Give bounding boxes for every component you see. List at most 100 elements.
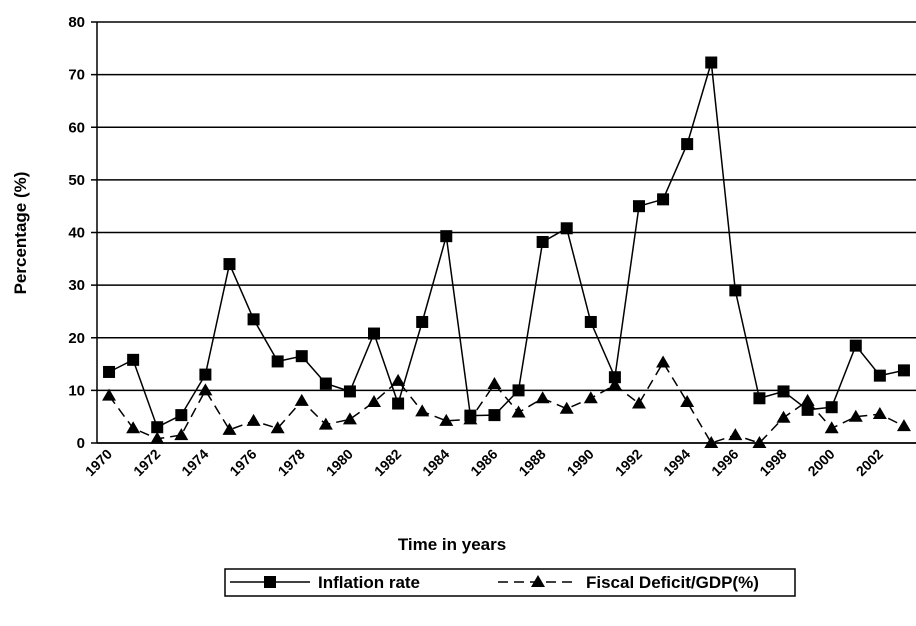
marker [151, 421, 164, 434]
marker [487, 377, 502, 390]
marker [270, 421, 285, 434]
x-tick-label: 1980 [323, 446, 356, 479]
x-tick-label: 1990 [564, 446, 597, 479]
marker [294, 393, 309, 406]
marker [896, 419, 911, 432]
marker [801, 403, 814, 416]
marker [535, 391, 550, 404]
marker [102, 388, 117, 401]
marker [368, 327, 381, 340]
legend-marker [531, 575, 545, 587]
x-tick-label: 2000 [804, 446, 837, 479]
y-tick-label: 60 [68, 119, 85, 136]
marker [607, 378, 622, 391]
marker [511, 405, 526, 418]
marker [825, 401, 838, 414]
x-tick-label: 1976 [226, 446, 259, 479]
x-tick-label: 1978 [275, 446, 308, 479]
marker [584, 315, 597, 328]
marker [657, 193, 670, 206]
marker [150, 431, 165, 444]
marker [295, 350, 308, 363]
y-tick-label: 30 [68, 277, 85, 294]
marker [439, 413, 454, 426]
marker [391, 373, 406, 386]
marker [175, 409, 188, 422]
marker [824, 421, 839, 434]
x-tick-label: 1982 [371, 446, 404, 479]
series-line [108, 62, 905, 429]
x-tick-label: 1974 [178, 446, 211, 479]
legend-box [224, 568, 796, 597]
marker [777, 385, 790, 398]
x-tick-label: 1986 [467, 446, 500, 479]
marker [680, 394, 695, 407]
marker [415, 404, 430, 417]
y-tick-label: 80 [68, 14, 85, 31]
marker [536, 235, 549, 248]
legend-label: Fiscal Deficit/GDP(%) [586, 573, 759, 592]
marker [222, 422, 237, 435]
marker [897, 364, 910, 377]
x-tick-label: 1996 [708, 446, 741, 479]
x-tick-label: 1970 [82, 446, 115, 479]
marker [800, 393, 815, 406]
marker [246, 413, 261, 426]
marker [271, 355, 284, 368]
marker [247, 313, 260, 326]
marker [223, 258, 236, 271]
marker [752, 436, 767, 448]
marker [753, 392, 766, 405]
marker [198, 383, 213, 396]
marker [342, 412, 357, 425]
marker [848, 409, 863, 422]
y-tick-label: 10 [68, 382, 85, 399]
marker [705, 56, 718, 69]
marker [392, 397, 405, 410]
marker [681, 138, 694, 151]
legend-marker [264, 576, 276, 588]
y-tick-label: 70 [68, 67, 85, 84]
marker [103, 365, 116, 378]
marker [488, 409, 501, 422]
marker [608, 371, 621, 384]
marker [343, 385, 356, 398]
marker [776, 410, 791, 423]
marker [127, 353, 140, 366]
y-tick-label: 20 [68, 330, 85, 347]
x-tick-label: 1988 [515, 446, 548, 479]
x-tick-label: 2002 [853, 446, 886, 479]
marker [631, 396, 646, 409]
marker [632, 200, 645, 213]
marker [704, 436, 719, 448]
marker [849, 339, 862, 352]
marker [126, 421, 141, 434]
y-axis-title: Percentage (%) [11, 172, 30, 295]
marker [728, 428, 743, 441]
marker [873, 369, 886, 382]
marker [729, 284, 742, 297]
x-tick-label: 1994 [660, 446, 693, 479]
x-tick-label: 1992 [612, 446, 645, 479]
y-tick-label: 50 [68, 172, 85, 189]
marker [583, 391, 598, 404]
marker [318, 417, 333, 430]
marker [440, 230, 453, 243]
marker [560, 222, 573, 235]
marker [199, 368, 212, 381]
marker [512, 384, 525, 397]
marker [656, 355, 671, 368]
marker [559, 401, 574, 414]
marker [319, 377, 332, 390]
y-tick-label: 40 [68, 225, 85, 242]
marker [463, 412, 478, 425]
x-tick-label: 1972 [130, 446, 163, 479]
series-line [108, 361, 905, 444]
x-tick-label: 1998 [756, 446, 789, 479]
y-tick-label: 0 [77, 435, 85, 452]
x-axis-title: Time in years [398, 535, 506, 554]
marker [416, 315, 429, 328]
marker [872, 407, 887, 420]
marker [174, 428, 189, 441]
